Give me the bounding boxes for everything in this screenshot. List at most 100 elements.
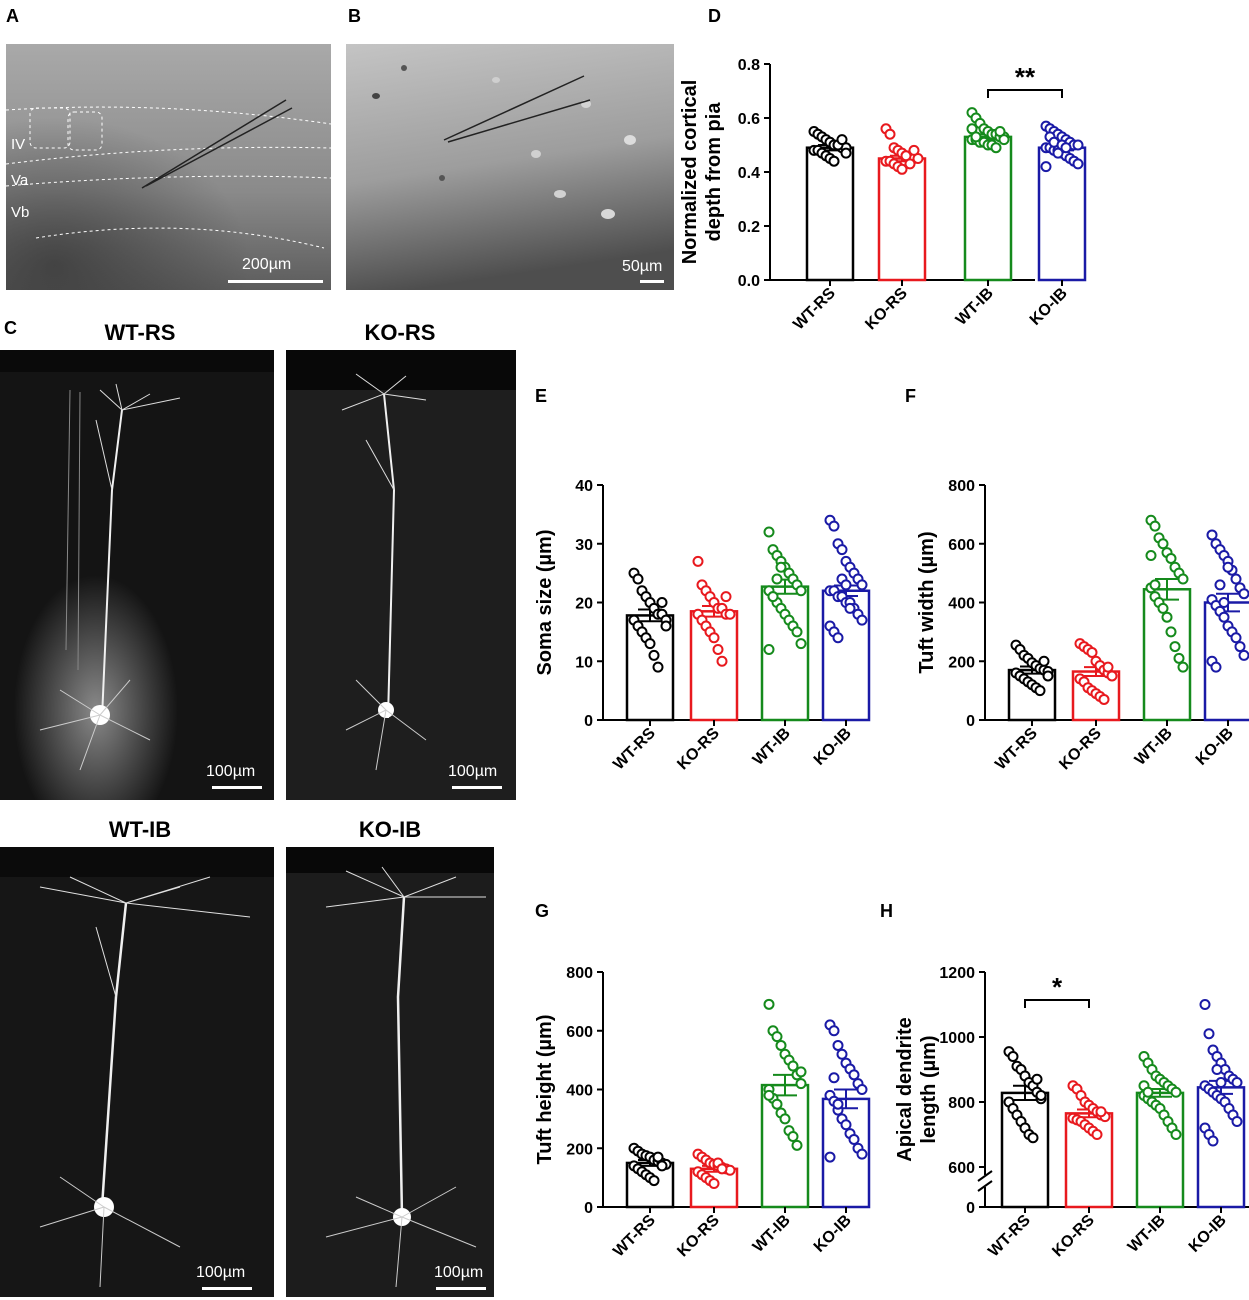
y-axis-label: Normalized cortical [679,80,701,265]
y-tick-label: 0.2 [738,219,760,236]
data-point-wt-ib [1165,552,1177,564]
y-tick-label: 20 [575,596,593,613]
panel-letter-a: A [6,6,19,26]
data-point-wt-ib [763,644,775,655]
image-title-wt-rs: WT-RS [104,320,176,345]
data-point-wt-rs [1038,655,1050,667]
data-point-wt-ib [1177,573,1189,585]
data-point-ko-rs [708,1178,720,1189]
data-point-wt-ib [1161,611,1173,623]
data-point-ko-ib [1215,1077,1227,1088]
scale-bar-b [640,280,664,283]
y-tick-label: 200 [948,654,975,671]
data-point-wt-ib [795,585,807,597]
chart-g: G 0 200 400 600 800 Tuft height (µm) WT-RS KO-RS… [534,901,871,1261]
data-point-ko-ib [856,1148,868,1160]
neuron-image-ko-ib: 100µm [286,847,494,1297]
y-tick-label: 600 [566,1024,593,1041]
scale-label-ko-ib: 100µm [434,1264,484,1281]
image-title-ko-ib: KO-IB [358,817,422,842]
y-tick-label: 0.0 [738,273,760,290]
y-tick-label: 1200 [939,965,975,982]
x-tick-label: WT-IB [750,1212,794,1256]
y-axis-label: Tuft height (µm) [534,1015,556,1165]
data-point-ko-ib [1203,1028,1215,1040]
x-tick-label: KO-RS [674,725,723,774]
data-point-ko-ib [1218,597,1230,608]
data-point-ko-ib [1211,1064,1223,1075]
data-point-ko-ib [1230,573,1242,585]
data-point-ko-rs [1091,1129,1103,1140]
data-point-ko-ib [1206,529,1218,541]
data-point-ko-ib [856,1084,868,1095]
y-tick-label: 800 [566,965,593,982]
data-point-ko-ib [828,1025,840,1037]
scale-label-a: 200µm [242,256,292,273]
scale-bar-ko-rs [452,786,502,789]
significance-label: * [1052,972,1063,1002]
data-point-wt-rs [632,573,644,585]
data-point-wt-ib [1165,626,1177,638]
data-point-wt-ib [771,573,783,585]
data-point-ko-ib [840,579,852,591]
y-tick-label: 0 [584,713,593,730]
data-point-wt-ib [998,134,1010,146]
image-title-wt-ib: WT-IB [108,817,172,842]
data-point-ko-ib [1234,641,1246,653]
data-point-wt-ib [1169,641,1181,653]
image-title-ko-rs: KO-RS [364,320,436,345]
bar-wt-rs [805,146,855,282]
data-point-wt-rs [648,1175,660,1187]
x-tick-label: KO-RS [674,1212,723,1261]
data-point-wt-ib [1170,1129,1182,1140]
x-tick-label: WT-IB [1125,1212,1169,1256]
y-tick-label: 40 [575,478,593,495]
data-point-wt-rs [1034,685,1046,697]
data-point-wt-ib [1149,520,1161,532]
significance-bracket [987,89,1063,98]
data-point-wt-rs [652,661,664,673]
layer-label-vb: Vb [11,204,30,221]
data-point-ko-rs [884,128,896,140]
micrograph-b-image [346,44,674,290]
x-tick-label: WT-RS [985,1212,1034,1261]
data-point-wt-rs [1007,1051,1019,1062]
data-point-wt-ib [1142,1086,1154,1098]
data-point-ko-ib [1231,1116,1243,1127]
scale-label-wt-ib: 100µm [196,1264,246,1281]
layer-label-va: Va [11,172,29,189]
x-tick-label: KO-IB [811,725,855,769]
neuron-drawing-ko-rs [286,350,516,771]
x-tick-label: WT-RS [992,725,1041,774]
y-tick-label: 800 [948,1095,975,1112]
y-tick-label: 200 [566,1141,593,1158]
data-point-ko-ib [1040,161,1052,173]
data-point-ko-ib [856,614,868,626]
data-point-ko-ib [824,1151,836,1163]
y-tick-label: 400 [948,596,975,613]
micrograph-a: IV Va Vb 200µm [6,44,331,290]
x-tick-label: KO-IB [1027,285,1071,329]
neuron-drawing-wt-ib [0,847,274,1288]
data-point-wt-ib [1170,1086,1182,1098]
data-point-wt-ib [795,638,807,650]
neuron-image-ko-rs: 100µm [286,350,516,800]
data-point-ko-ib [856,579,868,591]
y-axis-label: depth from pia [703,102,725,242]
data-point-wt-ib [771,1098,783,1110]
neuron-image-wt-rs: 100µm [0,350,274,800]
data-point-ko-ib [1207,1135,1219,1147]
data-point-ko-rs [896,163,908,175]
bar-wt-ib [963,135,1013,282]
x-tick-label: KO-IB [1186,1212,1230,1256]
scale-label-ko-rs: 100µm [448,763,498,780]
scale-bar-ko-ib [436,1287,486,1290]
layer-label-iv: IV [11,136,26,153]
data-point-wt-rs [1042,670,1054,682]
significance-bracket [1024,999,1090,1008]
panel-letter-d: D [708,6,721,26]
data-point-wt-ib [1149,579,1161,591]
data-point-ko-ib [836,1048,848,1060]
panel-letter-g: G [535,901,549,921]
y-tick-label: 0.6 [738,111,760,128]
